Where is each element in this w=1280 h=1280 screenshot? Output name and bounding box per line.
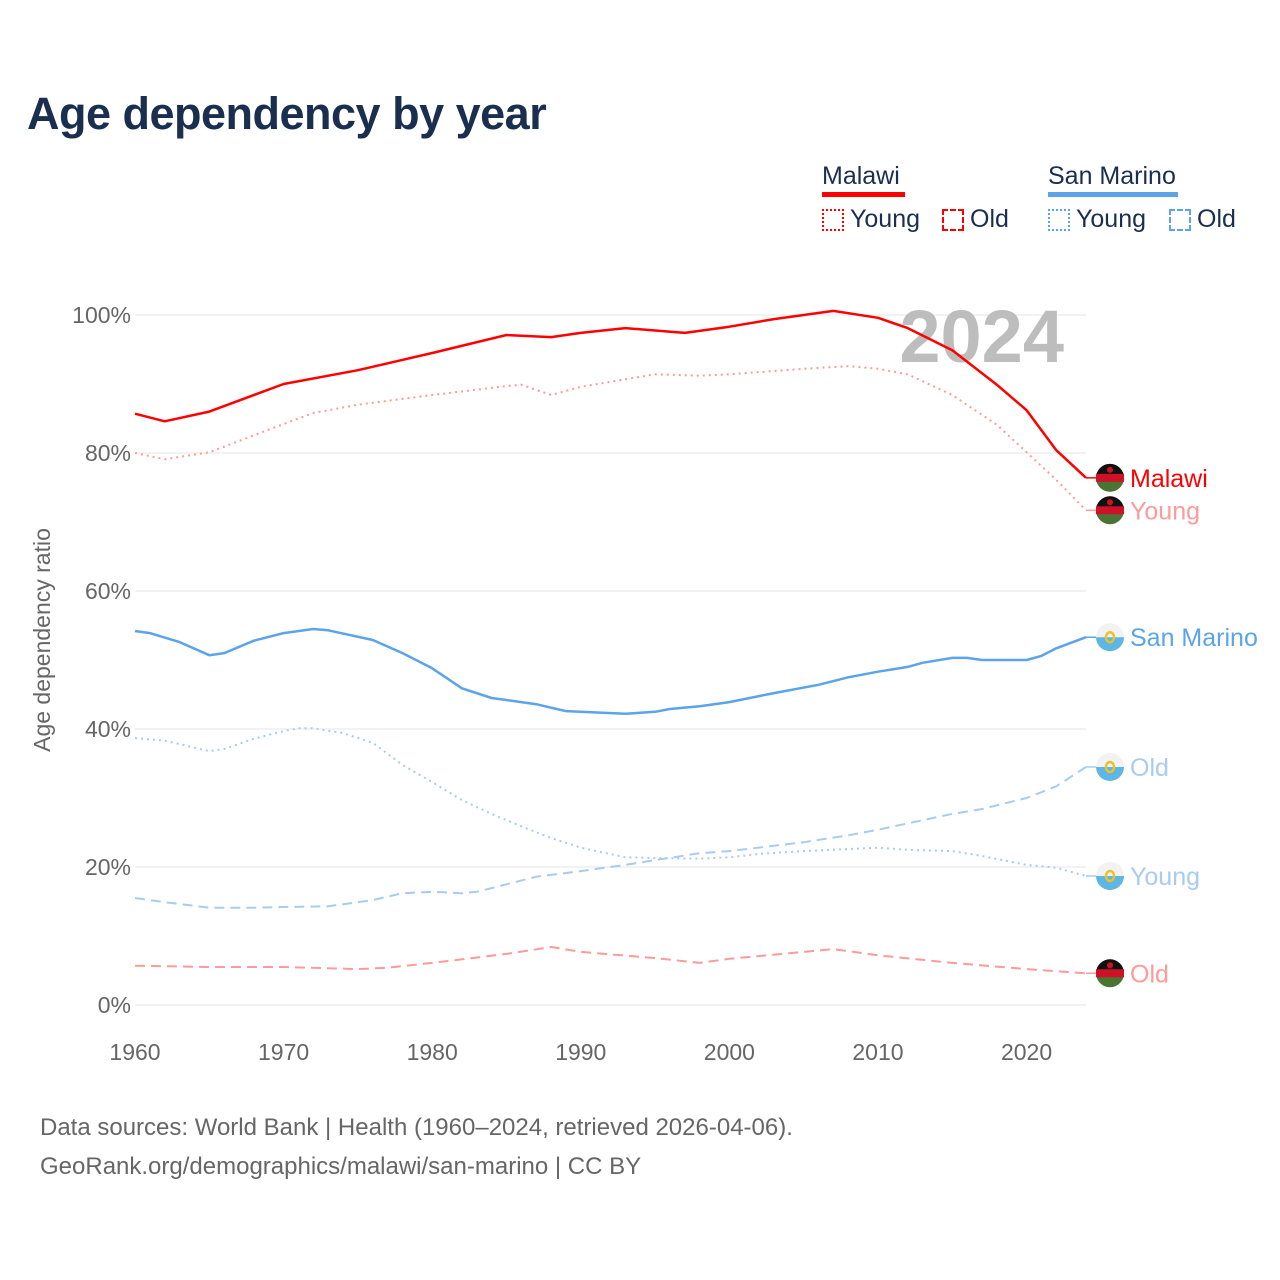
series-end-label: Young [1130,863,1200,891]
flag-part [1096,969,1124,978]
legend-san-marino-bar [1048,192,1178,197]
chart-title: Age dependency by year [27,88,547,139]
dashed-swatch-icon [942,208,964,231]
flag-part [1104,869,1116,883]
series-end-label: Old [1130,754,1169,782]
flag-part [1107,466,1113,473]
y-tick-label: 40% [85,716,131,742]
series-line-malawi-young [134,365,1087,511]
x-tick-label: 1980 [407,1039,458,1065]
flag-part [1096,506,1124,515]
y-tick-label: 0% [98,992,131,1018]
series-end-label: Young [1130,497,1200,525]
dotted-swatch-icon [822,208,844,231]
flag-part [1104,630,1116,644]
x-tick-label: 2010 [852,1039,903,1065]
y-axis-label: Age dependency ratio [29,528,55,752]
y-tick-label: 100% [72,302,131,328]
legend-label: Old [1197,205,1236,233]
series-line-malawi [134,309,1087,479]
y-tick-label: 80% [85,440,131,466]
x-tick-label: 1990 [555,1039,606,1065]
legend-malawi[interactable]: Malawi [822,162,905,197]
flag-part [1107,499,1113,506]
x-tick-label: 1960 [109,1039,160,1065]
series-end-label: Old [1130,960,1169,988]
flag-part [1104,760,1116,774]
dotted-swatch-icon [1048,208,1070,231]
y-tick-label: 60% [85,578,131,604]
y-tick-label: 20% [85,854,131,880]
x-tick-label: 2020 [1001,1039,1052,1065]
legend-malawi-old[interactable]: Old [942,205,1009,234]
legend-label: Old [970,205,1009,233]
legend-san-marino[interactable]: San Marino [1048,162,1178,197]
footer: Data sources: World Bank | Health (1960–… [40,1108,793,1186]
x-tick-label: 2000 [704,1039,755,1065]
flag-part [1107,962,1113,969]
legend-san-marino-young[interactable]: Young [1048,205,1146,234]
legend-san-marino-old[interactable]: Old [1169,205,1236,234]
x-tick-label: 1970 [258,1039,309,1065]
attribution-link[interactable]: GeoRank.org/demographics/malawi/san-mari… [40,1153,642,1180]
legend-label: Young [850,205,920,233]
flag-part [1096,637,1124,652]
series-line-san-marino [134,627,1087,716]
series-line-malawi-old [134,946,1087,975]
legend-san-marino-label: San Marino [1048,162,1176,190]
legend-malawi-bar [822,192,905,197]
legend-malawi-young[interactable]: Young [822,205,920,234]
legend-malawi-label: Malawi [822,162,900,190]
flag-part [1096,875,1124,890]
flag-part [1096,473,1124,482]
dashed-swatch-icon [1169,208,1191,231]
series-line-san-marino-old [134,766,1087,909]
legend-label: Young [1076,205,1146,233]
series-end-label: San Marino [1130,624,1258,652]
flag-part [1096,766,1124,781]
series-line-san-marino-young [134,727,1087,877]
data-source-text: Data sources: World Bank | Health (1960–… [40,1114,793,1141]
series-end-label: Malawi [1130,465,1208,493]
